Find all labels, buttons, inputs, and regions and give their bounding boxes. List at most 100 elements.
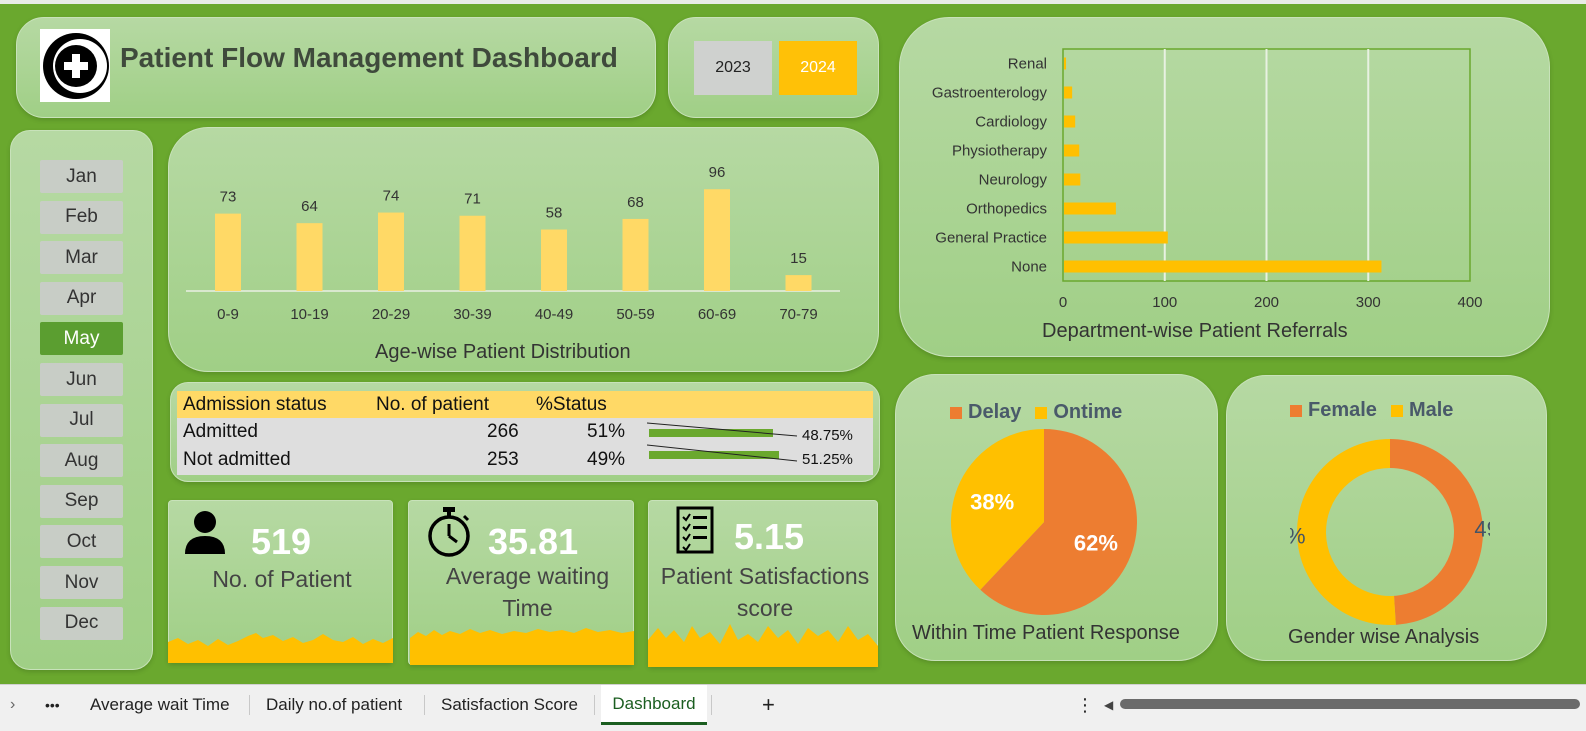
dept-bar: [1064, 144, 1080, 157]
tab-separator: [249, 695, 250, 715]
not-admitted-spark-bar: [649, 451, 779, 459]
delay-percent-label: 62%: [1074, 531, 1118, 556]
age-distribution-chart: 73 0-9 64 10-19 74 20-29 71 30-39 58 40-49 68 50-59…: [186, 164, 840, 323]
kpi-satisfaction-sparkline: [648, 624, 878, 667]
dept-category-label: None: [1011, 259, 1047, 276]
month-jun-button[interactable]: Jun: [40, 363, 123, 396]
ontime-legend-swatch: [1035, 406, 1048, 419]
age-bar: [378, 212, 404, 291]
age-bar-value: 64: [301, 198, 318, 215]
not-admitted-spark-label: 51.25%: [802, 451, 853, 468]
person-icon: [185, 511, 225, 554]
dept-tick-label: 300: [1356, 294, 1381, 311]
more-sheets-button[interactable]: •••: [45, 697, 60, 713]
male-slice: [1296, 439, 1396, 625]
dept-tick-label: 200: [1254, 294, 1279, 311]
medical-cross-icon: [40, 29, 110, 102]
dept-bar: [1064, 86, 1073, 99]
row-admitted-percent: 51%: [587, 421, 626, 442]
month-mar-button[interactable]: Mar: [40, 241, 123, 275]
month-jul-button[interactable]: Jul: [40, 403, 123, 437]
row-not-admitted-status: Not admitted: [183, 449, 291, 470]
age-category-label: 60-69: [698, 306, 736, 323]
admitted-spark-bar: [649, 429, 773, 437]
month-may-button[interactable]: May: [40, 322, 123, 356]
age-category-label: 0-9: [217, 306, 239, 323]
age-bar-value: 15: [790, 250, 807, 267]
year-2023-button[interactable]: 2023: [694, 41, 772, 95]
kpi-patients-label: No. of Patient: [212, 566, 352, 592]
department-referrals-chart: 0 100 200 300 400 Renal Gastroenterology Cardio…: [932, 48, 1483, 311]
admitted-spark-line: [647, 422, 798, 437]
age-category-label: 40-49: [535, 306, 573, 323]
age-bar: [704, 189, 730, 291]
gender-donut-chart: 49% 51%: [1290, 439, 1490, 625]
dept-bar: [1064, 115, 1076, 128]
dept-bar: [1064, 260, 1382, 273]
sheet-options-icon[interactable]: ⋮: [1076, 694, 1094, 715]
month-apr-button[interactable]: Apr: [40, 281, 123, 315]
age-category-label: 70-79: [779, 306, 817, 323]
age-bar-value: 73: [220, 189, 237, 206]
kpi-patients-sparkline: [168, 633, 393, 663]
age-bar-value: 96: [709, 164, 726, 181]
year-2024-button[interactable]: 2024: [779, 41, 857, 95]
kpi-waiting-sparkline: [410, 628, 634, 665]
response-chart-title: Within Time Patient Response: [912, 622, 1180, 644]
kpi-waiting-value: 35.81: [488, 521, 579, 562]
scroll-left-arrow-icon[interactable]: ◀: [1104, 698, 1114, 712]
ontime-legend-label: Ontime: [1053, 401, 1123, 423]
gender-chart-title: Gender wise Analysis: [1288, 626, 1480, 648]
sheet-top-strip: [0, 0, 1586, 4]
age-category-label: 50-59: [616, 306, 654, 323]
month-jan-button[interactable]: Jan: [40, 160, 123, 193]
age-category-label: 30-39: [453, 306, 491, 323]
female-legend-label: Female: [1308, 399, 1377, 421]
response-legend: Delay Ontime: [950, 401, 1122, 424]
tab-daily-patients[interactable]: Daily no.of patient: [266, 695, 403, 714]
age-bar: [785, 275, 812, 291]
male-legend-swatch: [1390, 404, 1403, 417]
delay-slice: [980, 429, 1137, 615]
horizontal-scrollbar[interactable]: [1120, 699, 1580, 709]
admission-table: Admission status No. of patient %Status …: [177, 391, 873, 475]
month-oct-button[interactable]: Oct: [40, 525, 123, 559]
kpi-satisfaction-value: 5.15: [734, 516, 805, 557]
age-bar: [296, 223, 323, 291]
age-bar-value: 74: [383, 188, 400, 205]
tab-average-wait-time[interactable]: Average wait Time: [90, 695, 230, 714]
dept-bar: [1064, 202, 1116, 215]
kpi-waiting-label: Average waiting Time: [445, 563, 610, 621]
age-bar-value: 68: [627, 194, 644, 211]
row-not-admitted-percent: 49%: [587, 449, 626, 470]
tab-scroll-right-icon[interactable]: ›: [10, 696, 16, 713]
month-dec-button[interactable]: Dec: [40, 606, 123, 640]
female-percent-label: 49%: [1474, 517, 1490, 542]
row-admitted-count: 266: [487, 421, 519, 442]
dept-bar: [1064, 231, 1168, 244]
header-patient-count: No. of patient: [376, 394, 490, 415]
department-referrals-panel: [899, 17, 1550, 357]
dept-category-label: Physiotherapy: [952, 143, 1048, 160]
dept-tick-label: 0: [1059, 294, 1067, 311]
tab-satisfaction-score[interactable]: Satisfaction Score: [441, 695, 579, 714]
delay-legend-label: Delay: [968, 401, 1022, 423]
month-feb-button[interactable]: Feb: [40, 200, 123, 234]
month-aug-button[interactable]: Aug: [40, 444, 123, 478]
age-chart-title: Age-wise Patient Distribution: [375, 341, 631, 363]
female-legend-swatch: [1290, 404, 1302, 417]
add-sheet-button[interactable]: +: [762, 692, 775, 717]
not-admitted-spark-line: [647, 444, 798, 462]
age-bar-value: 58: [546, 205, 563, 222]
age-bar-value: 71: [464, 191, 481, 208]
kpi-satisfaction-label: Patient Satisfactions score: [660, 563, 870, 621]
age-category-label: 10-19: [290, 306, 328, 323]
checklist-icon: [676, 506, 714, 554]
dept-tick-label: 100: [1152, 294, 1177, 311]
dept-category-label: General Practice: [935, 230, 1047, 247]
tab-dashboard[interactable]: Dashboard: [601, 685, 707, 725]
male-legend-label: Male: [1408, 399, 1454, 421]
admission-table-header: [177, 391, 873, 418]
month-nov-button[interactable]: Nov: [40, 566, 123, 599]
month-sep-button[interactable]: Sep: [40, 484, 123, 518]
